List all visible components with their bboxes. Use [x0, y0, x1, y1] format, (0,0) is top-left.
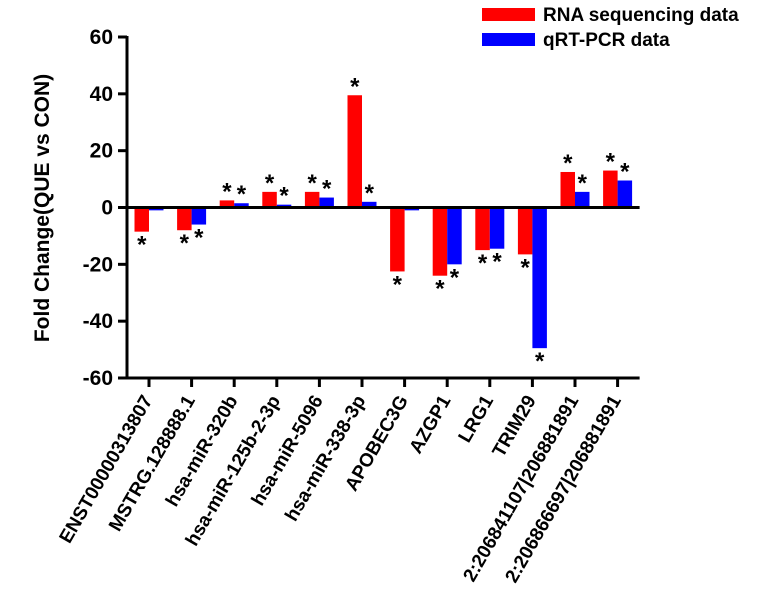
significance-star-rnaseq-5: *	[350, 73, 360, 100]
significance-star-rnaseq-3: *	[265, 170, 275, 197]
legend-swatch-qrtpcr	[482, 33, 535, 46]
bar-rnaseq-0	[134, 207, 149, 232]
y-axis-label-group: Fold Change(QUE vs CON)	[31, 74, 54, 342]
bar-rnaseq-6	[390, 207, 405, 272]
legend-label-qrtpcr: qRT-PCR data	[543, 30, 670, 51]
significance-star-rnaseq-10: *	[563, 150, 573, 177]
axes-group	[125, 36, 640, 380]
significance-star-qrtpcr-7: *	[450, 264, 460, 291]
significance-star-qrtpcr-3: *	[279, 183, 289, 210]
y-tick-label-3: 0	[101, 197, 113, 220]
bar-qrtpcr-9	[532, 207, 547, 349]
bar-qrtpcr-10	[575, 191, 590, 208]
y-ticks-group: 60 40 20 0 -20 -40 -60	[83, 26, 127, 390]
bar-rnaseq-11	[603, 170, 618, 208]
y-tick-label-6: -60	[83, 367, 113, 390]
significance-star-qrtpcr-10: *	[578, 170, 588, 197]
bars-group	[134, 95, 633, 349]
significance-star-rnaseq-9: *	[520, 254, 530, 281]
significance-star-qrtpcr-9: *	[535, 348, 545, 375]
significance-star-rnaseq-6: *	[393, 271, 403, 298]
significance-star-qrtpcr-4: *	[322, 176, 332, 203]
legend: RNA sequencing data qRT-PCR data	[482, 5, 739, 51]
x-category-label-7: AZGP1	[406, 392, 456, 458]
bar-rnaseq-7	[432, 207, 448, 276]
y-tick-label-5: -40	[83, 310, 113, 333]
significance-star-rnaseq-11: *	[606, 149, 616, 176]
significance-star-qrtpcr-1: *	[194, 225, 204, 252]
significance-star-rnaseq-1: *	[180, 230, 190, 257]
bar-qrtpcr-5	[362, 201, 377, 208]
significance-star-qrtpcr-11: *	[620, 159, 630, 186]
y-tick-label-0: 60	[90, 26, 113, 49]
x-category-labels-group: ENST00000313807MSTRG.128888.1hsa-miR-320…	[56, 378, 626, 586]
bar-rnaseq-3	[262, 191, 277, 208]
significance-star-rnaseq-8: *	[478, 250, 488, 277]
significance-star-qrtpcr-8: *	[492, 249, 502, 276]
bar-rnaseq-4	[304, 191, 320, 208]
legend-label-rnaseq: RNA sequencing data	[543, 5, 739, 26]
bar-qrtpcr-7	[447, 207, 462, 265]
significance-star-rnaseq-4: *	[307, 170, 317, 197]
significance-star-rnaseq-0: *	[137, 232, 147, 259]
x-category-label-8: LRG1	[455, 392, 499, 447]
significance-star-rnaseq-7: *	[435, 276, 445, 303]
bar-qrtpcr-8	[489, 207, 505, 249]
significance-star-qrtpcr-2: *	[237, 181, 247, 208]
bar-rnaseq-9	[517, 207, 533, 255]
significance-star-rnaseq-2: *	[222, 178, 232, 205]
significance-markers-group: * * ** * * * * **** * ** * ***** *	[137, 73, 630, 375]
significance-star-qrtpcr-5: *	[365, 180, 375, 207]
bar-rnaseq-2	[219, 200, 235, 208]
y-tick-label-2: 20	[90, 140, 113, 163]
y-axis-title: Fold Change(QUE vs CON)	[31, 74, 54, 342]
bar-rnaseq-8	[475, 207, 490, 251]
bar-qrtpcr-2	[234, 203, 249, 208]
bar-qrtpcr-11	[617, 180, 633, 208]
bar-rnaseq-10	[560, 171, 575, 208]
bar-qrtpcr-4	[319, 197, 334, 208]
legend-swatch-rnaseq	[482, 8, 535, 21]
y-tick-label-4: -20	[83, 253, 113, 276]
y-tick-label-1: 40	[90, 83, 113, 106]
bar-qrtpcr-1	[191, 207, 207, 225]
bar-rnaseq-1	[177, 207, 192, 231]
bar-rnaseq-5	[347, 95, 362, 208]
